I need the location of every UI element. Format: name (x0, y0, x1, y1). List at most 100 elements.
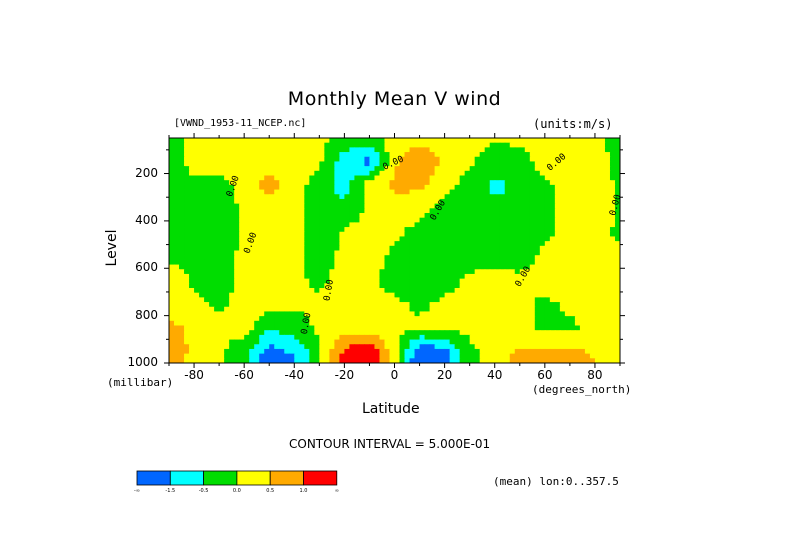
contour-cell (609, 180, 616, 186)
contour-cell (174, 264, 180, 270)
contour-cell (589, 311, 596, 317)
contour-cell (314, 203, 320, 209)
contour-cell (259, 138, 265, 144)
contour-cell (299, 306, 305, 313)
contour-cell (334, 198, 340, 205)
contour-cell (309, 180, 315, 186)
contour-cell (169, 320, 175, 327)
contour-cell (574, 334, 581, 341)
contour-cell (554, 330, 561, 336)
contour-cell (284, 213, 290, 219)
contour-cell (344, 306, 350, 313)
contour-cell (249, 142, 255, 148)
contour-cell (534, 213, 541, 219)
contour-cell (604, 353, 611, 359)
contour-cell (609, 320, 616, 327)
contour-cell (479, 297, 486, 303)
contour-cell (524, 184, 531, 191)
contour-cell (229, 166, 235, 172)
contour-cell (429, 227, 436, 233)
contour-cell (239, 231, 245, 238)
y-tick-label: 800 (135, 307, 158, 322)
contour-cell (299, 330, 305, 336)
contour-cell (234, 353, 240, 359)
contour-cell (489, 320, 496, 327)
contour-cell (269, 264, 275, 270)
contour-cell (239, 147, 245, 153)
contour-cell (614, 316, 620, 322)
colorbar-label: -1.5 (165, 488, 176, 494)
contour-cell (334, 273, 340, 280)
contour-cell (399, 231, 406, 238)
contour-cell (214, 147, 220, 153)
contour-cell (484, 152, 491, 158)
contour-cell (194, 358, 200, 363)
contour-cell (544, 250, 551, 256)
contour-cell (554, 208, 561, 214)
contour-cell (209, 194, 215, 200)
contour-cell (204, 152, 210, 158)
contour-cell (249, 175, 255, 181)
contour-cell (444, 138, 451, 144)
contour-cell (599, 194, 606, 200)
contour-cell (319, 245, 325, 252)
contour-cell (239, 339, 245, 345)
contour-cell (364, 288, 371, 294)
contour-cell (384, 175, 391, 181)
contour-cell (309, 161, 315, 167)
contour-cell (359, 292, 366, 298)
contour-cell (214, 142, 220, 148)
contour-cell (534, 334, 541, 341)
contour-cell (369, 147, 376, 153)
contour-cell (539, 245, 546, 252)
contour-cell (389, 138, 396, 144)
contour-cell (574, 208, 581, 214)
contour-cell (339, 152, 345, 158)
contour-cell (434, 170, 441, 177)
contour-cell (519, 222, 526, 228)
contour-cell (204, 339, 210, 345)
contour-cell (549, 325, 556, 331)
contour-cell (224, 156, 230, 163)
contour-cell (414, 161, 421, 167)
contour-cell (474, 241, 481, 247)
contour-cell (584, 156, 591, 163)
contour-cell (269, 330, 275, 336)
contour-cell (614, 189, 620, 195)
contour-cell (304, 194, 310, 200)
contour-cell (269, 231, 275, 238)
contour-cell (294, 170, 300, 177)
contour-cell (174, 241, 180, 247)
contour-cell (264, 147, 270, 153)
contour-cell (344, 250, 350, 256)
contour-cell (334, 278, 340, 284)
contour-cell (539, 250, 546, 256)
contour-cell (604, 156, 611, 163)
contour-cell (544, 302, 551, 308)
contour-cell (404, 245, 411, 252)
contour-cell (199, 227, 205, 233)
contour-cell (514, 348, 521, 355)
contour-cell (234, 217, 240, 223)
contour-cell (444, 180, 451, 186)
contour-cell (224, 175, 230, 181)
contour-cell (214, 273, 220, 280)
contour-cell (534, 241, 541, 247)
contour-cell (424, 334, 431, 341)
contour-cell (339, 288, 345, 294)
contour-cell (399, 170, 406, 177)
contour-cell (579, 297, 586, 303)
contour-cell (279, 273, 285, 280)
contour-cell (304, 302, 310, 308)
contour-cell (549, 170, 556, 177)
contour-cell (399, 255, 406, 261)
contour-cell (349, 255, 356, 261)
x-tick-label: 80 (587, 368, 603, 382)
contour-cell (184, 297, 190, 303)
contour-cell (329, 288, 335, 294)
contour-cell (399, 180, 406, 186)
colorbar-swatch (169, 470, 205, 486)
contour-cell (449, 283, 456, 289)
contour-cell (204, 297, 210, 303)
contour-cell (539, 325, 546, 331)
